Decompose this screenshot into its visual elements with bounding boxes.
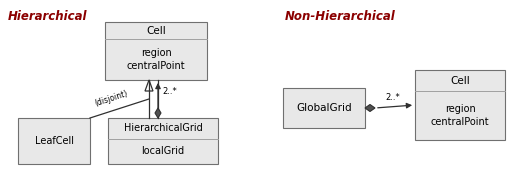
- Bar: [283, 88, 365, 128]
- Polygon shape: [365, 104, 375, 112]
- Text: 2..*: 2..*: [385, 93, 400, 102]
- Text: region
centralPoint: region centralPoint: [431, 104, 489, 127]
- Bar: [105, 22, 207, 80]
- Text: Hierarchical: Hierarchical: [8, 10, 87, 23]
- Text: Cell: Cell: [450, 76, 470, 85]
- Text: localGrid: localGrid: [141, 146, 185, 156]
- Text: 2..*: 2..*: [162, 87, 177, 96]
- Text: region
centralPoint: region centralPoint: [127, 48, 185, 71]
- Bar: [18, 118, 90, 164]
- Text: Non-Hierarchical: Non-Hierarchical: [285, 10, 396, 23]
- Text: GlobalGrid: GlobalGrid: [296, 103, 352, 113]
- Bar: [415, 70, 505, 140]
- Bar: [108, 118, 218, 164]
- Text: LeafCell: LeafCell: [34, 136, 73, 146]
- Text: HierarchicalGrid: HierarchicalGrid: [124, 123, 202, 133]
- Polygon shape: [155, 108, 161, 118]
- Text: Cell: Cell: [146, 26, 166, 36]
- Text: (disjoint): (disjoint): [94, 88, 129, 107]
